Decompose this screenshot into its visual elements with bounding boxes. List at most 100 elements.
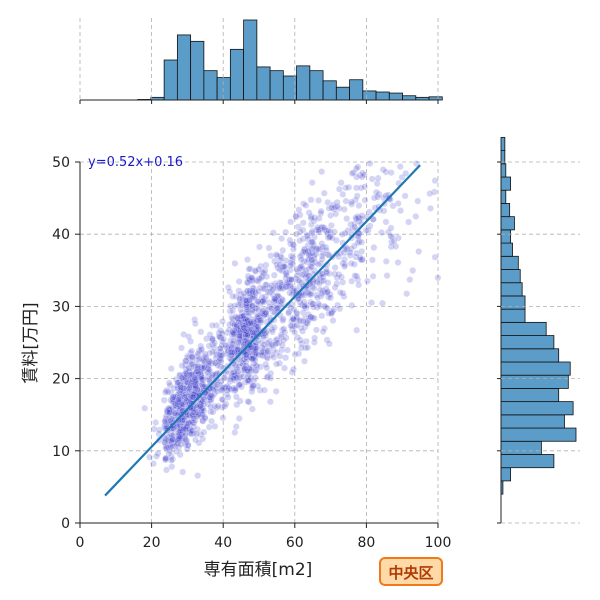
top-hist-bar: [216, 77, 231, 101]
scatter-point: [224, 283, 232, 291]
scatter-point: [292, 212, 300, 220]
scatter-point: [296, 237, 304, 245]
x-tick-label: 100: [425, 535, 452, 551]
scatter-point: [354, 232, 362, 240]
scatter-point: [333, 274, 341, 282]
scatter-point: [279, 296, 286, 304]
scatter-points: [141, 160, 442, 479]
scatter-point: [181, 425, 189, 433]
scatter-point: [296, 336, 304, 344]
scatter-point: [167, 443, 175, 451]
top-hist-bar: [190, 40, 205, 101]
scatter-point: [331, 284, 339, 291]
scatter-point: [235, 381, 243, 389]
scatter-point: [259, 268, 266, 276]
scatter-point: [217, 378, 225, 386]
scatter-point: [333, 280, 341, 288]
scatter-point: [271, 340, 279, 348]
scatter-point: [372, 188, 380, 196]
top-hist-bar: [375, 91, 390, 101]
scatter-point: [215, 357, 223, 365]
scatter-point: [166, 417, 174, 425]
top-histogram: [79, 19, 443, 104]
scatter-point: [191, 374, 199, 382]
right-hist-bar: [500, 308, 526, 323]
scatter-point: [197, 342, 205, 350]
scatter-point: [174, 428, 182, 436]
right-hist-bar: [500, 440, 542, 455]
right-hist-bar: [500, 229, 512, 244]
scatter-point: [267, 374, 274, 382]
right-histogram: [497, 136, 577, 524]
scatter-point: [176, 427, 184, 435]
scatter-point: [405, 218, 412, 226]
scatter-point: [342, 197, 350, 205]
scatter-point: [264, 339, 271, 347]
x-tick-label: 20: [143, 535, 161, 551]
scatter-point: [267, 340, 275, 348]
scatter-point: [234, 345, 242, 353]
scatter-point: [244, 397, 252, 405]
scatter-point: [176, 433, 184, 441]
scatter-point: [394, 199, 402, 207]
scatter-point: [287, 252, 295, 260]
district-badge-label: 中央区: [388, 564, 433, 582]
scatter-point: [269, 341, 276, 349]
scatter-point: [236, 295, 244, 303]
scatter-point: [188, 347, 196, 355]
scatter-point: [219, 351, 226, 359]
scatter-point: [146, 453, 154, 461]
scatter-point: [351, 272, 359, 280]
scatter-point: [373, 180, 381, 188]
scatter-point: [156, 426, 163, 434]
scatter-point: [166, 408, 174, 416]
scatter-point: [255, 277, 262, 285]
scatter-point: [397, 207, 404, 215]
y-tick-label: 0: [61, 516, 70, 532]
right-hist-bar: [500, 467, 512, 482]
scatter-point: [260, 333, 268, 341]
x-tick-label: 0: [76, 535, 85, 551]
scatter-point: [317, 260, 324, 267]
scatter-point: [211, 422, 219, 430]
scatter-point: [315, 196, 322, 204]
scatter-point: [202, 354, 210, 362]
scatter-point: [167, 456, 175, 464]
scatter-point: [362, 226, 370, 234]
scatter-point: [320, 277, 328, 285]
scatter-point: [206, 331, 214, 338]
scatter-point: [332, 210, 340, 218]
scatter-point: [317, 209, 325, 217]
top-hist-bar: [349, 79, 364, 101]
scatter-point: [160, 396, 168, 404]
scatter-point: [219, 317, 226, 325]
scatter-point: [274, 292, 282, 299]
scatter-point: [214, 402, 222, 410]
scatter-point: [227, 336, 235, 344]
scatter-point: [271, 295, 279, 303]
scatter-point: [369, 215, 377, 223]
scatter-point: [190, 414, 198, 422]
scatter-point: [268, 325, 276, 333]
scatter-point: [276, 352, 284, 360]
scatter-point: [220, 335, 228, 343]
scatter-point: [271, 257, 278, 265]
scatter-point: [366, 222, 374, 230]
scatter-point: [197, 328, 205, 336]
scatter-point: [269, 328, 276, 336]
scatter-point: [230, 375, 237, 383]
scatter-point: [252, 361, 260, 369]
scatter-point: [272, 336, 280, 344]
scatter-point: [374, 174, 382, 182]
scatter-point: [309, 244, 317, 252]
top-hist-bar: [402, 95, 417, 101]
scatter-point: [205, 342, 213, 350]
scatter-point: [164, 405, 172, 412]
scatter-point: [314, 294, 321, 302]
scatter-point: [220, 374, 228, 382]
scatter-point: [255, 306, 263, 314]
scatter-point: [299, 235, 307, 243]
scatter-point: [232, 423, 240, 430]
right-hist-bar: [500, 321, 547, 336]
scatter-point: [282, 257, 290, 265]
